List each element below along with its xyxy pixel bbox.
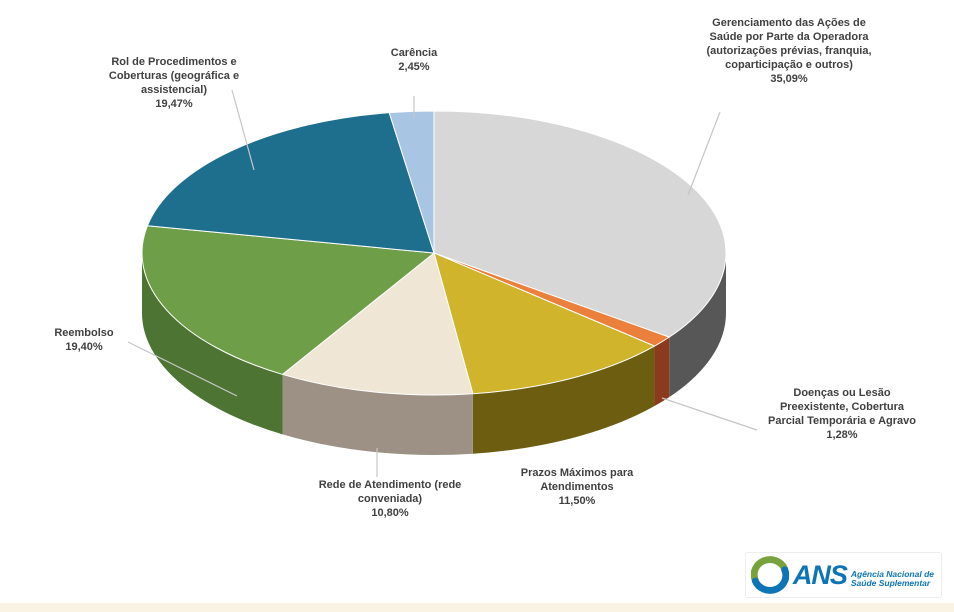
slice-label-pct: 2,45% — [398, 61, 430, 73]
pie-slice — [388, 110, 435, 254]
slice-label-text: Doenças ou Lesão Preexistente, Cobertura… — [768, 387, 916, 427]
ans-swirl-icon — [750, 556, 789, 594]
slice-label-carencia: Carência 2,45% — [358, 46, 470, 74]
slice-label-rede: Rede de Atendimento (rede conveniada) 10… — [305, 478, 475, 520]
slice-label-pct: 1,28% — [826, 429, 858, 441]
slice-label-reembolso: Reembolso 19,40% — [28, 326, 140, 354]
swirl-blue-arc — [751, 566, 789, 594]
pie-slice — [654, 337, 670, 407]
label-leader-line — [231, 89, 255, 171]
slice-label-pct: 11,50% — [558, 495, 596, 507]
slice-label-doencas: Doenças ou Lesão Preexistente, Cobertura… — [762, 386, 922, 442]
pie-slice — [433, 252, 656, 395]
pie-slice — [141, 225, 435, 375]
ans-logo: ANS Agência Nacional de Saúde Suplementa… — [744, 552, 942, 598]
slice-label-text: Rol de Procedimentos e Coberturas (geogr… — [108, 56, 240, 96]
slice-label-gerenciamento: Gerenciamento das Ações de Saúde por Par… — [700, 16, 878, 86]
label-leader-line — [127, 341, 238, 397]
label-leader-line — [661, 397, 758, 431]
pie-slice — [433, 110, 727, 338]
slice-label-pct: 19,47% — [155, 98, 193, 110]
slice-label-text: Carência — [390, 47, 438, 59]
ans-logo-text: ANS — [792, 559, 848, 590]
swirl-green-arc — [750, 556, 788, 584]
slice-label-text: Prazos Máximos para Atendimentos — [520, 467, 634, 493]
ans-tagline-line2: Saúde Suplementar — [850, 578, 931, 588]
slice-label-text: Reembolso — [54, 327, 114, 339]
pie-slice — [282, 374, 473, 455]
bottom-strip — [0, 603, 954, 612]
slice-label-pct: 35,09% — [770, 73, 808, 85]
pie-slice — [142, 253, 283, 435]
ans-tagline-line1: Agência Nacional de — [850, 568, 934, 579]
pie-slice — [472, 346, 655, 454]
slice-label-text: Gerenciamento das Ações de Saúde por Par… — [706, 17, 872, 71]
pie-slice — [282, 252, 474, 396]
slice-label-text: Rede de Atendimento (rede conveniada) — [318, 479, 462, 505]
slice-label-pct: 19,40% — [65, 341, 103, 353]
pie-slice — [146, 112, 435, 254]
pie-slice — [669, 253, 726, 398]
slice-label-pct: 10,80% — [371, 507, 409, 519]
slice-label-rol: Rol de Procedimentos e Coberturas (geogr… — [90, 55, 258, 111]
label-leader-line — [687, 111, 721, 196]
ans-logo-tagline: Agência Nacional de Saúde Suplementar — [851, 562, 934, 589]
slice-label-prazos: Prazos Máximos para Atendimentos 11,50% — [492, 466, 662, 508]
